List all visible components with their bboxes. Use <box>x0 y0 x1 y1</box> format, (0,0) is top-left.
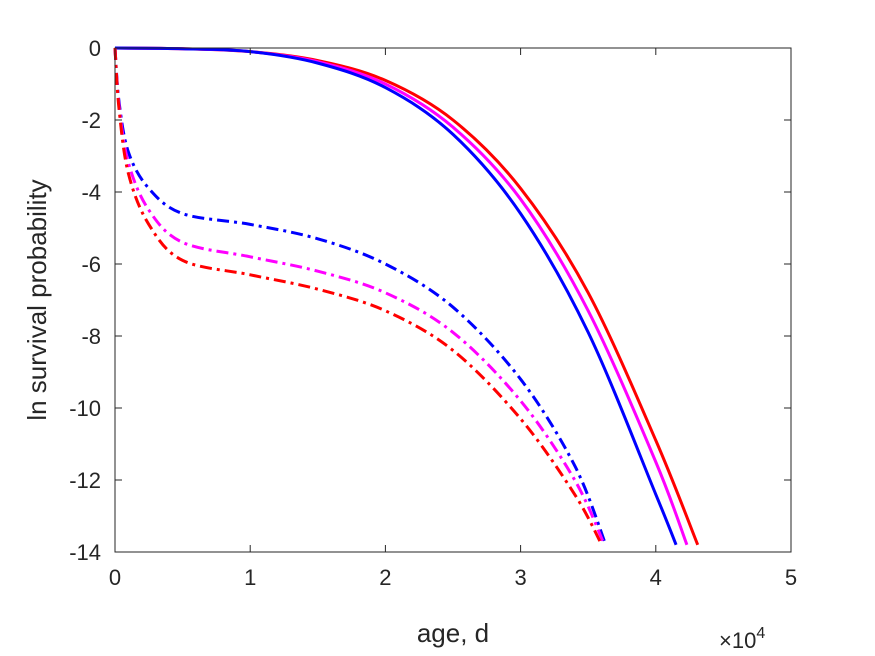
x-tick-label: 1 <box>244 565 256 590</box>
x-multiplier-exponent: 4 <box>756 625 765 642</box>
y-tick-label: -14 <box>69 540 101 565</box>
series-line-6 <box>113 47 604 546</box>
y-tick-label: -12 <box>69 468 101 493</box>
tick-layer: 0 1 2 3 4 5 0 -2 -4 -6 -8 -10 -12 -14 <box>69 36 797 590</box>
x-tick-label: 0 <box>109 565 121 590</box>
series-layer <box>113 46 700 546</box>
series-line-2 <box>114 46 689 546</box>
x-tick-label: 5 <box>785 565 797 590</box>
series-line-5 <box>113 47 606 546</box>
y-tick-label: -10 <box>69 396 101 421</box>
x-tick-label: 2 <box>379 565 391 590</box>
series-line-4 <box>113 47 608 546</box>
y-tick-label: -8 <box>81 324 101 349</box>
x-multiplier-base: ×10 <box>719 628 756 653</box>
y-tick-label: -6 <box>81 252 101 277</box>
x-tick-label: 4 <box>650 565 662 590</box>
axes-box <box>114 47 792 553</box>
y-axis-label: ln survival probability <box>22 179 52 420</box>
x-axis-multiplier: ×104 <box>719 625 765 653</box>
y-tick-label: -2 <box>81 108 101 133</box>
y-tick-label: -4 <box>81 180 101 205</box>
series-line-3 <box>114 46 678 546</box>
x-tick-label: 3 <box>514 565 526 590</box>
x-axis-label: age, d <box>417 618 489 648</box>
y-tick-label: 0 <box>89 36 101 61</box>
series-line-1 <box>114 46 700 546</box>
